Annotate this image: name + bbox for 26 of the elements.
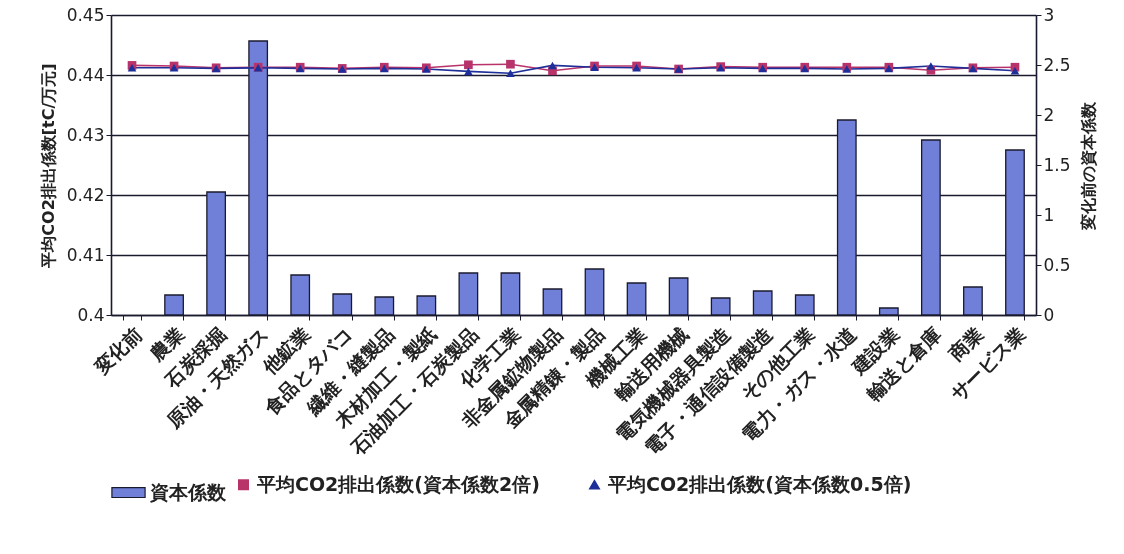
point [926, 62, 936, 70]
y2-axis-title: 変化前の資本係数 [1078, 100, 1098, 231]
y-tick-label: 0.4 [77, 304, 105, 325]
y-tick-label: 0.42 [66, 184, 105, 205]
x-tick-label: 変化前 [89, 322, 146, 379]
y-tick-label: 0.44 [66, 64, 105, 85]
point [464, 60, 473, 70]
y2-tick-label: 0 [1043, 304, 1055, 325]
legend-label: 資本係数 [149, 480, 227, 503]
y2-tick-label: 2.5 [1043, 54, 1071, 75]
legend-label: 平均CO2排出係数(資本係数0.5倍) [607, 472, 912, 495]
point [506, 59, 515, 69]
point [548, 61, 557, 70]
point [1010, 67, 1020, 75]
y2-tick-label: 1 [1043, 204, 1055, 225]
legend-label: 平均CO2排出係数(資本係数2倍) [256, 472, 540, 495]
y-tick-label: 0.45 [66, 4, 105, 25]
y-axis-title: 平均CO2排出係数[tC/万元] [38, 63, 58, 269]
y2-tick-label: 2 [1043, 104, 1055, 125]
y-tick-label: 0.41 [66, 244, 105, 265]
y2-tick-label: 1.5 [1043, 154, 1071, 175]
point [464, 67, 473, 76]
y-tick-label: 0.43 [66, 124, 105, 145]
y2-tick-label: 0.5 [1043, 254, 1071, 275]
point [506, 69, 515, 77]
y2-tick-label: 3 [1043, 4, 1055, 25]
